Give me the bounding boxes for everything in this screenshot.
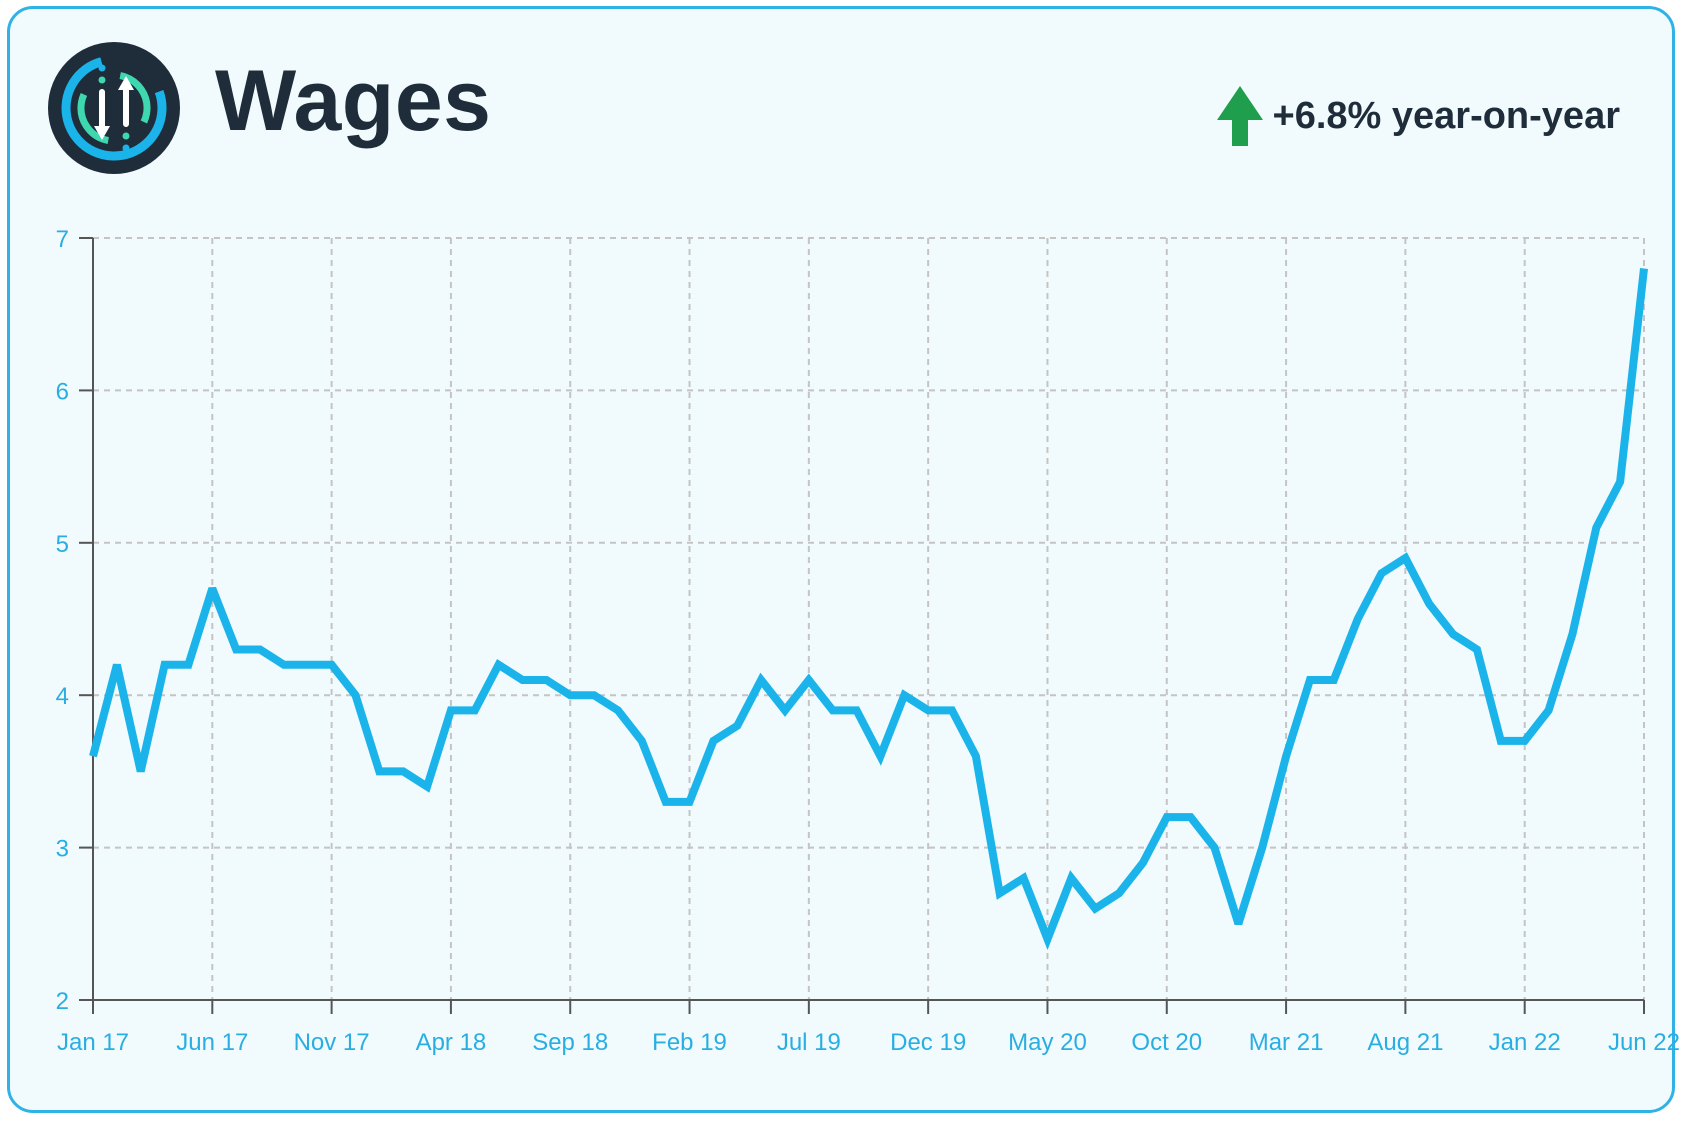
y-tick-label: 7 (56, 226, 69, 253)
x-tick-label: Jan 17 (57, 1029, 129, 1056)
wages-series-line (89, 268, 1648, 950)
x-tick-label: Nov 17 (294, 1029, 370, 1056)
page-title: Wages (215, 53, 492, 149)
x-tick-label: Mar 21 (1249, 1029, 1324, 1056)
info-indicator-logo-icon (48, 42, 180, 174)
y-tick-label: 4 (56, 683, 69, 710)
x-tick-label: Apr 18 (416, 1029, 487, 1056)
x-tick-label: Jan 22 (1489, 1029, 1561, 1056)
x-tick-label: Dec 19 (890, 1029, 966, 1056)
yoy-change-badge: +6.8% year-on-year (1216, 86, 1620, 146)
up-arrow-icon (1216, 86, 1263, 146)
x-tick-label: May 20 (1008, 1029, 1087, 1056)
y-tick-label: 2 (56, 988, 69, 1015)
x-tick-label: Oct 20 (1131, 1029, 1202, 1056)
x-tick-label: Sep 18 (532, 1029, 608, 1056)
x-tick-label: Aug 21 (1367, 1029, 1443, 1056)
y-tick-label: 6 (56, 378, 69, 405)
x-tick-label: Jul 19 (777, 1029, 841, 1056)
x-tick-label: Feb 19 (652, 1029, 727, 1056)
x-tick-label: Jun 17 (176, 1029, 248, 1056)
yoy-change-text: +6.8% year-on-year (1272, 95, 1620, 137)
y-tick-label: 5 (56, 531, 69, 558)
y-tick-label: 3 (56, 836, 69, 863)
x-tick-label: Jun 22 (1608, 1029, 1680, 1056)
